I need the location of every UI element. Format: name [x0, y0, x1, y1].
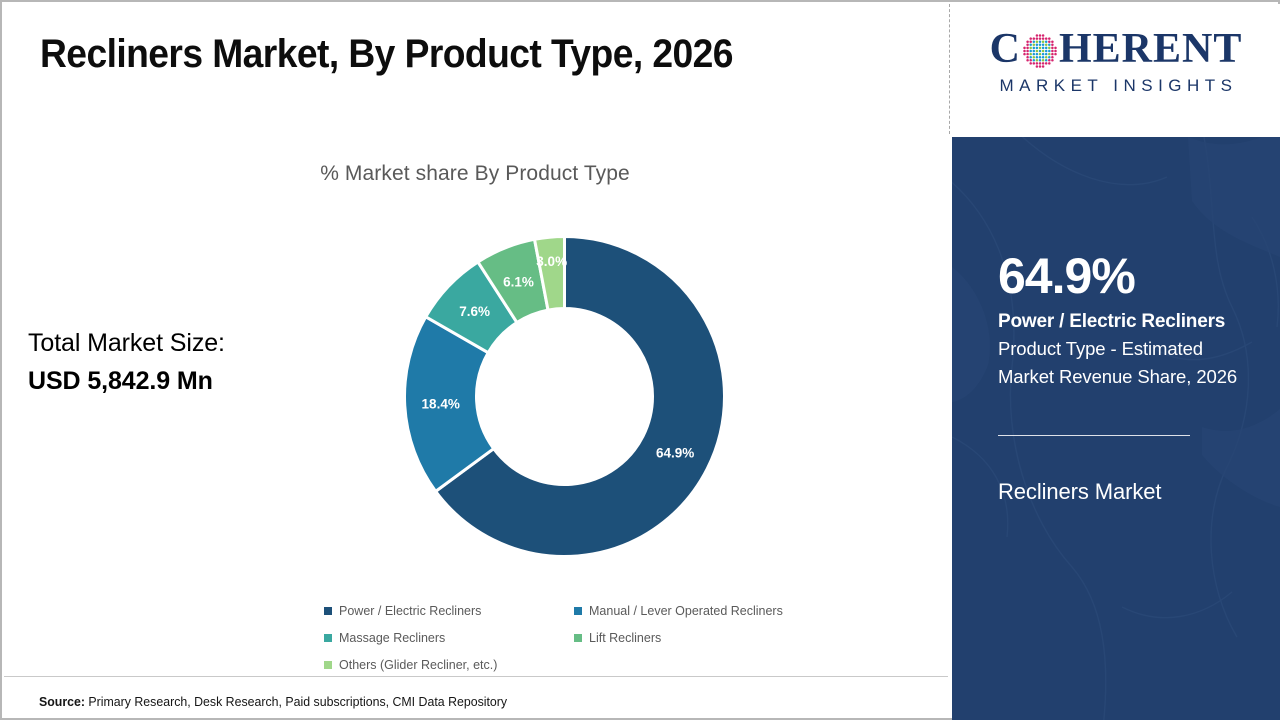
- sidebar-content: 64.9% Power / Electric Recliners Product…: [998, 137, 1268, 507]
- donut-slice[interactable]: [433, 234, 726, 558]
- legend-row: Others (Glider Recliner, etc.): [324, 651, 884, 678]
- donut-slice-labels: 64.9% 18.4% 7.6% 6.1%3.0%: [422, 254, 695, 460]
- legend-item-power-electric-recliners[interactable]: Power / Electric Recliners: [324, 604, 574, 618]
- logo-letters-herent: HERENT: [1058, 26, 1243, 72]
- donut-slice[interactable]: [532, 234, 566, 312]
- logo-letter-c: C: [989, 26, 1021, 72]
- legend-item-manual-lever-operated-recliners[interactable]: Manual / Lever Operated Recliners: [574, 604, 783, 618]
- logo-tagline: MARKET INSIGHTS: [999, 76, 1238, 95]
- footer-divider: [4, 676, 948, 677]
- donut-chart: 64.9% 18.4% 7.6% 6.1% 3.0%: [392, 224, 737, 569]
- legend-label: Power / Electric Recliners: [339, 603, 482, 618]
- globe-dots-icon: [1022, 33, 1058, 69]
- donut-slice-label: 7.6%: [459, 304, 490, 319]
- donut-slices: [403, 234, 726, 558]
- legend-label: Massage Recliners: [339, 630, 446, 645]
- total-market-size-value: USD 5,842.9 Mn: [28, 367, 213, 395]
- legend-item-others-glider-recliner[interactable]: Others (Glider Recliner, etc.): [324, 658, 574, 672]
- legend-row: Massage Recliners Lift Recliners: [324, 624, 884, 651]
- panel-divider: [949, 4, 950, 134]
- legend-label: Manual / Lever Operated Recliners: [589, 603, 783, 618]
- legend-label: Others (Glider Recliner, etc.): [339, 657, 498, 672]
- legend-row: Power / Electric Recliners Manual / Leve…: [324, 597, 884, 624]
- logo-wordmark: C HERENT: [968, 26, 1264, 72]
- legend-swatch-icon: [324, 633, 332, 642]
- donut-slice-label: 6.1%: [503, 274, 534, 289]
- legend-item-lift-recliners[interactable]: Lift Recliners: [574, 631, 661, 645]
- page-title: Recliners Market, By Product Type, 2026: [40, 32, 733, 76]
- sidebar: C HERENT MARKET INSIGHTS: [952, 4, 1280, 720]
- company-logo[interactable]: C HERENT MARKET INSIGHTS: [968, 26, 1264, 96]
- logo-area: C HERENT MARKET INSIGHTS: [952, 4, 1280, 137]
- sidebar-body: 64.9% Power / Electric Recliners Product…: [952, 137, 1280, 720]
- stat-divider: [998, 435, 1190, 436]
- legend-item-massage-recliners[interactable]: Massage Recliners: [324, 631, 574, 645]
- globe-dots-svg: [1023, 34, 1057, 68]
- legend-label: Lift Recliners: [589, 630, 662, 645]
- source-line: Source: Primary Research, Desk Research,…: [39, 694, 507, 709]
- stat-value: 64.9%: [998, 248, 1136, 304]
- stat-name: Power / Electric Recliners: [998, 311, 1226, 332]
- world-map-background: [952, 137, 1280, 720]
- legend-swatch-icon: [574, 606, 582, 615]
- chart-subtitle: % Market share By Product Type: [320, 162, 630, 185]
- main-panel: Recliners Market, By Product Type, 2026 …: [2, 2, 948, 718]
- donut-slice-label: 3.0%: [536, 254, 567, 269]
- legend-swatch-icon: [324, 660, 332, 669]
- donut-chart-svg: 64.9% 18.4% 7.6% 6.1%3.0%: [403, 234, 726, 558]
- donut-slice-label: 64.9%: [656, 445, 694, 460]
- source-text: Primary Research, Desk Research, Paid su…: [84, 694, 508, 709]
- legend-swatch-icon: [324, 606, 332, 615]
- stat-description: Product Type - Estimated Market Revenue …: [998, 338, 1238, 387]
- source-label: Source:: [39, 694, 85, 709]
- chart-legend: Power / Electric Recliners Manual / Leve…: [324, 597, 884, 678]
- market-name: Recliners Market: [998, 479, 1162, 504]
- legend-swatch-icon: [574, 633, 582, 642]
- total-market-size-block: Total Market Size: USD 5,842.9 Mn: [28, 324, 225, 400]
- total-market-size-label: Total Market Size:: [28, 329, 225, 357]
- donut-slice-label: 18.4%: [422, 397, 460, 412]
